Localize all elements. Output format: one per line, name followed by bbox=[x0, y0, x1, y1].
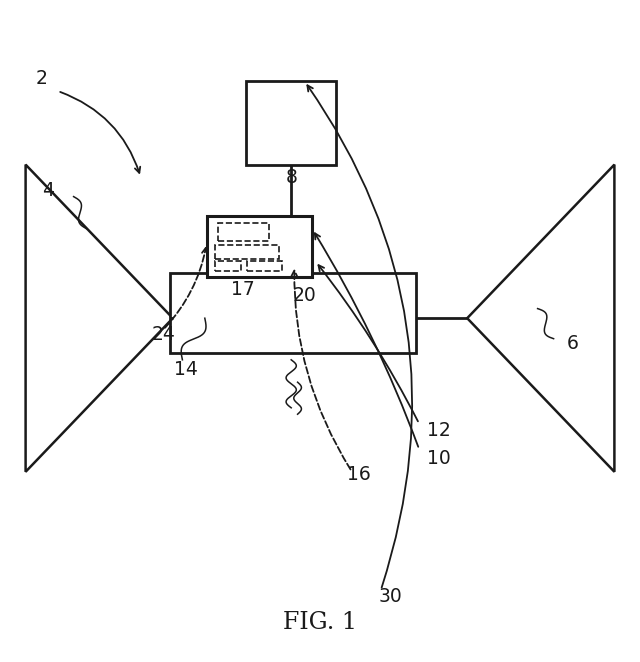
Text: 2: 2 bbox=[36, 69, 47, 87]
FancyBboxPatch shape bbox=[218, 224, 269, 242]
Text: 20: 20 bbox=[292, 286, 316, 305]
Text: 6: 6 bbox=[567, 334, 579, 354]
Text: 8: 8 bbox=[285, 168, 297, 187]
Text: 10: 10 bbox=[426, 449, 451, 469]
Text: 17: 17 bbox=[231, 280, 255, 299]
FancyBboxPatch shape bbox=[215, 244, 279, 259]
Text: 14: 14 bbox=[173, 360, 198, 379]
Polygon shape bbox=[467, 165, 614, 472]
Text: FIG. 1: FIG. 1 bbox=[283, 611, 357, 634]
Text: 16: 16 bbox=[346, 465, 371, 485]
Text: 24: 24 bbox=[151, 324, 175, 344]
FancyBboxPatch shape bbox=[170, 273, 416, 354]
FancyBboxPatch shape bbox=[247, 261, 282, 271]
Text: 4: 4 bbox=[42, 181, 54, 200]
Text: 12: 12 bbox=[426, 420, 451, 440]
FancyBboxPatch shape bbox=[215, 261, 241, 271]
FancyBboxPatch shape bbox=[207, 216, 312, 277]
FancyBboxPatch shape bbox=[246, 81, 336, 165]
FancyBboxPatch shape bbox=[272, 248, 310, 273]
Polygon shape bbox=[26, 165, 173, 472]
Text: 30: 30 bbox=[378, 587, 403, 606]
